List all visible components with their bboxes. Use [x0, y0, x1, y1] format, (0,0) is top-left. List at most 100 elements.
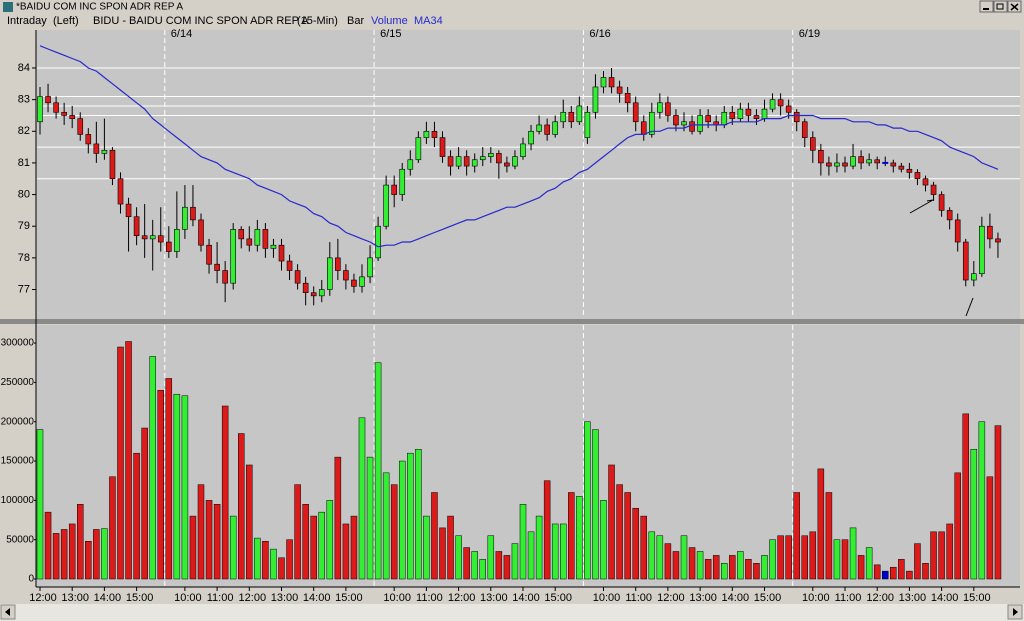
candle-body [302, 282, 309, 293]
candle-body [914, 172, 921, 180]
candle-body [318, 289, 325, 297]
candle-body [954, 219, 961, 243]
candle-body [343, 270, 349, 281]
volume-bar [213, 504, 221, 580]
volume-bar [455, 535, 462, 580]
candle-body [53, 102, 59, 113]
volume-bar [672, 551, 680, 580]
volume-bar [994, 425, 1002, 580]
volume-bar [616, 484, 623, 580]
candle-body [69, 115, 75, 119]
volume-bar [254, 537, 261, 580]
y-tick-label: 100000 [1, 495, 35, 506]
candle-body [512, 156, 518, 167]
x-tick-label: 11:00 [416, 592, 443, 604]
volume-bar [809, 531, 817, 580]
candle-body [826, 162, 832, 167]
candle-body [584, 111, 591, 138]
x-tick-label: 10:00 [802, 592, 830, 604]
candle-body [246, 238, 253, 246]
volume-bar [962, 413, 969, 580]
candle-body [697, 115, 703, 132]
candle-body [359, 276, 365, 287]
volume-bar [704, 559, 712, 580]
x-tick-label: 13:00 [689, 592, 717, 604]
volume-bar [535, 515, 543, 580]
x-tick-label: 12:00 [657, 592, 685, 604]
volume-bar [954, 472, 961, 580]
volume-bar [294, 484, 301, 580]
candle-body [479, 156, 486, 161]
candle-body [182, 206, 188, 230]
candle-body [536, 124, 542, 132]
candle-body [447, 156, 454, 167]
volume-bar [938, 531, 945, 580]
x-tick-label: 15:00 [335, 592, 363, 604]
candle-body [270, 244, 277, 249]
x-tick-label: 11:00 [625, 592, 652, 604]
volume-bar [125, 341, 132, 580]
volume-bar [93, 529, 100, 580]
minimize-button[interactable] [979, 0, 994, 13]
y-tick-label: 79 [18, 220, 30, 232]
candle-body [809, 137, 816, 151]
volume-bar [688, 547, 696, 580]
y-tick-label: 250000 [1, 377, 35, 388]
volume-bar [407, 452, 414, 580]
candle-body [351, 279, 357, 287]
candle-body [294, 270, 301, 284]
volume-bar [841, 539, 849, 580]
volume-bar [511, 543, 519, 580]
volume-bar [978, 421, 986, 580]
volume-bar [825, 492, 833, 580]
candle-body [874, 159, 881, 164]
x-tick-label: 13:00 [480, 592, 508, 604]
candle-body [681, 121, 687, 126]
candle-body [576, 105, 583, 123]
x-tick-label: 10:00 [383, 592, 411, 604]
volume-bar [833, 539, 841, 580]
volume-bar [463, 547, 470, 580]
volume-bar [624, 492, 631, 580]
volume-bar [495, 551, 503, 580]
candle-body [721, 111, 728, 126]
y-tick-label: 77 [18, 283, 30, 295]
candle-body [85, 134, 92, 145]
volume-bar [36, 429, 44, 580]
candle-body [77, 118, 84, 135]
date-label: 6/15 [380, 28, 401, 40]
y-tick-label: 50000 [6, 534, 34, 545]
volume-bar [729, 555, 736, 580]
candle-body [423, 130, 430, 138]
candle-body [375, 225, 381, 259]
volume-bar [608, 464, 615, 580]
legend-ma: MA34 [414, 15, 443, 27]
candle-body [616, 86, 623, 94]
volume-bar [873, 564, 881, 580]
volume-bar [503, 555, 511, 580]
x-tick-label: 15:00 [544, 592, 572, 604]
scrollbar[interactable] [0, 604, 1024, 621]
volume-bar [390, 484, 398, 580]
volume-bar [238, 433, 245, 580]
volume-bar [44, 511, 52, 580]
header-style: Bar [347, 15, 364, 27]
volume-bar [52, 533, 60, 580]
volume-bar [600, 500, 607, 580]
restore-button[interactable] [993, 0, 1008, 13]
volume-bar [423, 515, 430, 580]
volume-bar [543, 480, 551, 580]
volume-bar [793, 492, 800, 580]
volume-bar [189, 515, 197, 580]
candle-body [785, 105, 792, 113]
volume-bar [342, 523, 350, 580]
volume-bar [664, 543, 672, 580]
window-buttons [979, 0, 1022, 13]
candle-body [367, 257, 373, 278]
volume-bar [721, 563, 728, 580]
candle-body [890, 162, 897, 167]
y-tick-label: 82 [18, 125, 30, 137]
candle-body [496, 153, 502, 164]
